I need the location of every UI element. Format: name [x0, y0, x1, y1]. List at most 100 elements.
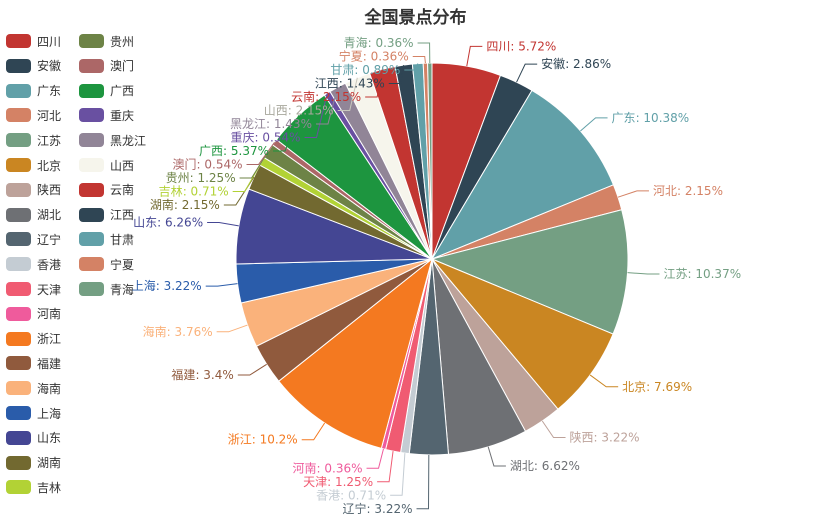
slice-label-separator: :: [183, 185, 191, 199]
legend-swatch: [79, 282, 104, 296]
legend-item[interactable]: 宁夏: [79, 256, 134, 272]
slice-label-percent-sign: %: [401, 502, 412, 516]
legend-label: 河北: [37, 108, 62, 123]
slice-label-value: 3.76: [175, 325, 202, 339]
slice-label-separator: :: [255, 131, 263, 145]
slice-label-percent-sign: %: [569, 459, 580, 473]
legend-swatch: [6, 133, 31, 148]
slice-label: 安徽: 2.86%: [541, 56, 611, 71]
legend-item[interactable]: 香港: [6, 256, 61, 272]
slice-label: 福建: 3.4%: [171, 367, 233, 382]
slice-label-name: 上海: [132, 278, 156, 293]
legend-item[interactable]: 四川: [6, 33, 61, 49]
label-leader-line: [315, 87, 339, 125]
legend-label: 宁夏: [110, 257, 135, 272]
slice-label-name: 河北: [653, 184, 677, 198]
legend-item[interactable]: 海南: [6, 380, 61, 396]
legend-item[interactable]: 福建: [6, 355, 61, 371]
legend-item[interactable]: 湖南: [6, 455, 61, 471]
slice-label-value: 10.2: [260, 433, 287, 447]
slice-label-separator: :: [252, 433, 260, 447]
slice-label: 河南: 0.36%: [293, 460, 363, 475]
legend-item[interactable]: 黑龙江: [79, 132, 146, 148]
slice-label-percent-sign: %: [286, 433, 297, 447]
slice-label-value: 7.69: [654, 380, 681, 394]
slice-label-separator: :: [534, 459, 542, 473]
slice-label-value: 0.89: [362, 63, 389, 77]
legend-swatch: [6, 158, 31, 172]
legend-label: 陕西: [37, 183, 62, 198]
legend-item[interactable]: 北京: [6, 157, 61, 173]
legend-item[interactable]: 湖北: [6, 207, 61, 223]
slice-label-value: 3.22: [374, 502, 401, 516]
legend-item[interactable]: 江苏: [6, 132, 61, 148]
slice-label-name: 安徽: [541, 56, 565, 71]
legend-item[interactable]: 青海: [79, 281, 134, 297]
slice-label-value: 2.15: [296, 104, 323, 118]
legend-item[interactable]: 河北: [6, 107, 61, 123]
legend-item[interactable]: 澳门: [79, 58, 134, 74]
slice-label-percent-sign: %: [289, 131, 300, 145]
slice-label-percent-sign: %: [373, 77, 384, 91]
pie-slice[interactable]: [431, 258, 614, 410]
slice-label-separator: :: [677, 184, 685, 198]
legend-item[interactable]: 广东: [6, 83, 61, 99]
legend-item[interactable]: 贵州: [79, 33, 134, 49]
slice-label-value: 3.22: [164, 279, 191, 293]
legend-swatch: [79, 58, 104, 73]
slice-label: 澳门: 0.54%: [173, 157, 243, 172]
slice-label-percent-sign: %: [681, 380, 692, 394]
pie-slice[interactable]: [430, 89, 615, 261]
legend-item[interactable]: 江西: [79, 207, 134, 223]
slice-label-name: 青海: [344, 35, 368, 50]
slice-label-separator: :: [687, 267, 695, 281]
pie-slice[interactable]: [427, 62, 433, 260]
legend-label: 上海: [37, 406, 62, 421]
slice-label-name: 河南: [293, 460, 317, 475]
legend-swatch: [6, 34, 31, 48]
slice-label-name: 甘肃: [330, 63, 354, 77]
legend-label: 安徽: [37, 59, 62, 74]
legend-item[interactable]: 甘肃: [79, 231, 134, 247]
legend-label: 广东: [37, 84, 62, 99]
slice-label-value: 0.54: [262, 131, 289, 145]
label-leader-line: [589, 374, 619, 388]
slice-label-name: 山西: [264, 104, 288, 118]
legend-item[interactable]: 上海: [6, 405, 61, 421]
slice-label-percent-sign: %: [375, 488, 386, 502]
slice-label-separator: :: [156, 279, 164, 293]
legend-item[interactable]: 安徽: [6, 58, 61, 74]
legend-item[interactable]: 河南: [6, 306, 61, 322]
pie-slice[interactable]: [278, 257, 433, 449]
slice-label: 浙江: 10.2%: [228, 433, 298, 447]
legend-item[interactable]: 广西: [79, 83, 134, 99]
label-leader-line: [304, 93, 328, 139]
legend-swatch: [79, 34, 104, 48]
legend-item[interactable]: 吉林: [6, 479, 61, 495]
label-leader-line: [237, 363, 267, 376]
legend-item[interactable]: 天津: [6, 281, 61, 297]
slice-label-percent-sign: %: [258, 144, 269, 158]
label-leader-line: [366, 448, 384, 469]
pie-slice[interactable]: [430, 209, 629, 335]
legend-label: 广西: [110, 84, 135, 99]
legend-item[interactable]: 辽宁: [6, 231, 61, 247]
legend-item[interactable]: 浙江: [6, 331, 61, 347]
slice-label-value: 2.86: [573, 57, 600, 71]
legend-item[interactable]: 山西: [79, 157, 134, 173]
legend-item[interactable]: 重庆: [79, 107, 134, 123]
legend-item[interactable]: 陕西: [6, 182, 61, 198]
slice-label: 海南: 3.76%: [143, 324, 213, 339]
legend-swatch: [79, 257, 104, 272]
label-leader-line: [377, 451, 394, 483]
legend-item[interactable]: 山东: [6, 430, 61, 446]
legend-swatch: [6, 455, 31, 470]
legend-item[interactable]: 云南: [79, 182, 134, 198]
legend-swatch: [6, 182, 31, 197]
slice-label-separator: :: [594, 431, 602, 445]
slice-label: 黑龙江: 1.43%: [230, 117, 312, 131]
slice-label-name: 广东: [612, 111, 636, 125]
slice-label-name: 云南: [291, 89, 315, 104]
slice-label-name: 湖南: [150, 197, 174, 212]
